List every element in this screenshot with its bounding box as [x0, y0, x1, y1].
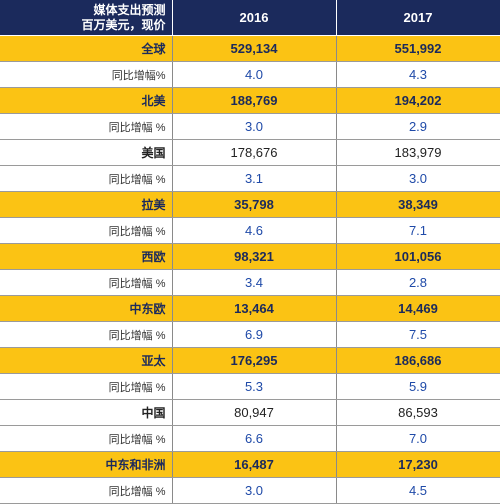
growth-value-2017: 4.3 [336, 61, 500, 88]
growth-label: 同比增幅 % [0, 321, 173, 348]
year-header-2017: 2017 [336, 0, 500, 36]
spend-value-2016: 176,295 [172, 347, 337, 374]
row-label: 拉美 [0, 191, 173, 218]
growth-value-2016: 4.6 [172, 217, 337, 244]
growth-row: 同比增幅 % 3.0 2.9 [0, 113, 500, 140]
row-label: 中东欧 [0, 295, 173, 322]
growth-value-2016: 3.0 [172, 477, 337, 504]
row-label: 北美 [0, 87, 173, 114]
region-row: 西欧 98,321 101,056 [0, 243, 500, 270]
growth-row: 同比增幅 % 3.1 3.0 [0, 165, 500, 192]
growth-value-2016: 5.3 [172, 373, 337, 400]
growth-label: 同比增幅% [0, 61, 173, 88]
growth-value-2017: 2.9 [336, 113, 500, 140]
region-row: 中东欧 13,464 14,469 [0, 295, 500, 322]
spend-value-2017: 194,202 [336, 87, 500, 114]
row-label: 西欧 [0, 243, 173, 270]
growth-label: 同比增幅 % [0, 373, 173, 400]
growth-label: 同比增幅 % [0, 477, 173, 504]
table-body: 全球 529,134 551,992 同比增幅% 4.0 4.3 北美 188,769 194,… [0, 35, 500, 504]
growth-value-2016: 3.4 [172, 269, 337, 296]
growth-row: 同比增幅 % 4.6 7.1 [0, 217, 500, 244]
growth-value-2017: 3.0 [336, 165, 500, 192]
spend-value-2017: 551,992 [336, 35, 500, 62]
spend-value-2017: 86,593 [336, 399, 500, 426]
growth-row: 同比增幅% 4.0 4.3 [0, 61, 500, 88]
growth-value-2016: 3.1 [172, 165, 337, 192]
growth-label: 同比增幅 % [0, 425, 173, 452]
growth-value-2017: 4.5 [336, 477, 500, 504]
growth-label: 同比增幅 % [0, 113, 173, 140]
row-label: 美国 [0, 139, 173, 166]
growth-label: 同比增幅 % [0, 269, 173, 296]
spend-value-2016: 178,676 [172, 139, 337, 166]
region-row: 拉美 35,798 38,349 [0, 191, 500, 218]
spend-value-2017: 38,349 [336, 191, 500, 218]
region-row: 中东和非洲 16,487 17,230 [0, 451, 500, 478]
growth-row: 同比增幅 % 5.3 5.9 [0, 373, 500, 400]
growth-value-2017: 2.8 [336, 269, 500, 296]
growth-value-2017: 5.9 [336, 373, 500, 400]
table-header-row: 媒体支出预测 百万美元，现价 2016 2017 [0, 0, 500, 36]
spend-value-2017: 14,469 [336, 295, 500, 322]
growth-value-2016: 4.0 [172, 61, 337, 88]
spend-value-2017: 17,230 [336, 451, 500, 478]
spend-value-2016: 16,487 [172, 451, 337, 478]
growth-value-2016: 6.6 [172, 425, 337, 452]
growth-value-2016: 3.0 [172, 113, 337, 140]
title-line-2: 百万美元，现价 [81, 17, 166, 32]
year-header-2016: 2016 [172, 0, 337, 36]
spend-value-2016: 529,134 [172, 35, 337, 62]
growth-row: 同比增幅 % 6.6 7.0 [0, 425, 500, 452]
table-title: 媒体支出预测 百万美元，现价 [0, 0, 173, 36]
row-label: 亚太 [0, 347, 173, 374]
growth-label: 同比增幅 % [0, 165, 173, 192]
spend-value-2016: 13,464 [172, 295, 337, 322]
spend-value-2016: 80,947 [172, 399, 337, 426]
growth-value-2017: 7.1 [336, 217, 500, 244]
spend-value-2016: 98,321 [172, 243, 337, 270]
growth-value-2016: 6.9 [172, 321, 337, 348]
spend-value-2016: 188,769 [172, 87, 337, 114]
region-row: 全球 529,134 551,992 [0, 35, 500, 62]
region-row: 亚太 176,295 186,686 [0, 347, 500, 374]
growth-label: 同比增幅 % [0, 217, 173, 244]
growth-value-2017: 7.5 [336, 321, 500, 348]
row-label: 中国 [0, 399, 173, 426]
growth-row: 同比增幅 % 3.0 4.5 [0, 477, 500, 504]
growth-row: 同比增幅 % 6.9 7.5 [0, 321, 500, 348]
row-label: 全球 [0, 35, 173, 62]
country-row: 美国 178,676 183,979 [0, 139, 500, 166]
spend-value-2017: 101,056 [336, 243, 500, 270]
growth-value-2017: 7.0 [336, 425, 500, 452]
spend-value-2017: 183,979 [336, 139, 500, 166]
row-label: 中东和非洲 [0, 451, 173, 478]
region-row: 北美 188,769 194,202 [0, 87, 500, 114]
spend-value-2017: 186,686 [336, 347, 500, 374]
growth-row: 同比增幅 % 3.4 2.8 [0, 269, 500, 296]
spend-value-2016: 35,798 [172, 191, 337, 218]
title-line-1: 媒体支出预测 [93, 2, 166, 17]
country-row: 中国 80,947 86,593 [0, 399, 500, 426]
